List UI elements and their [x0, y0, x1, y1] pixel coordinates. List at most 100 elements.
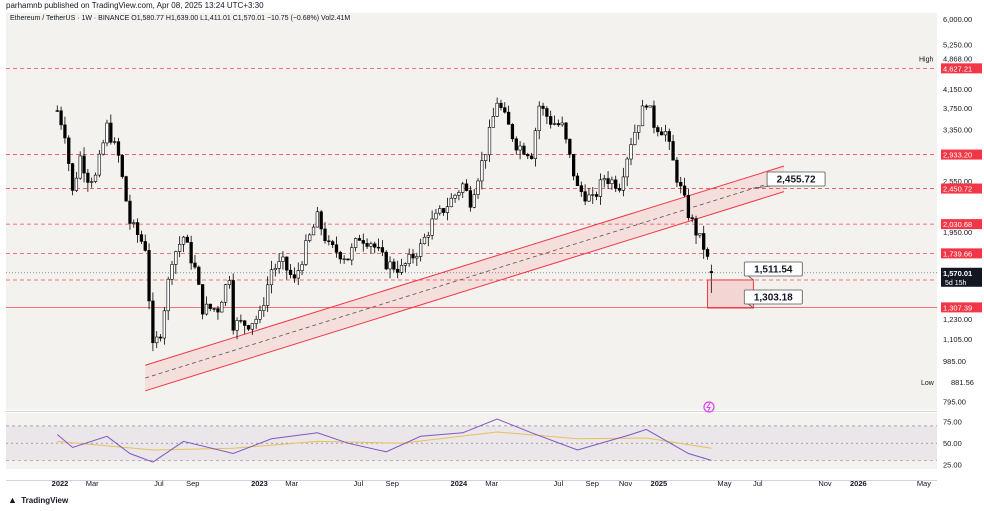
candle[interactable] [537, 105, 541, 131]
candle[interactable] [598, 179, 603, 197]
candle[interactable] [220, 301, 224, 313]
candle[interactable] [304, 240, 308, 265]
candle[interactable] [583, 191, 587, 202]
candle[interactable] [158, 336, 163, 339]
candle[interactable] [560, 122, 564, 126]
candle[interactable] [461, 183, 465, 193]
candle[interactable] [415, 256, 419, 259]
candle[interactable] [679, 182, 683, 187]
candle[interactable] [419, 243, 423, 257]
candle[interactable] [174, 251, 178, 265]
candle[interactable] [476, 180, 480, 195]
candle[interactable] [621, 176, 626, 191]
candle[interactable] [346, 258, 350, 261]
candle[interactable] [308, 234, 312, 241]
candle[interactable] [652, 105, 656, 128]
candle[interactable] [453, 194, 457, 199]
candle[interactable] [331, 241, 335, 246]
candle[interactable] [407, 253, 411, 264]
candle[interactable] [143, 241, 147, 251]
candle[interactable] [426, 235, 430, 238]
candle[interactable] [384, 251, 388, 270]
candle[interactable] [552, 123, 557, 125]
candle[interactable] [472, 194, 476, 208]
callout-label[interactable]: 1,303.18 [754, 293, 793, 304]
candle[interactable] [533, 130, 538, 159]
candle[interactable] [545, 108, 549, 117]
rsi-ma-line[interactable] [57, 431, 712, 451]
candle[interactable] [514, 138, 518, 151]
candle[interactable] [273, 268, 277, 271]
candle[interactable] [334, 244, 339, 253]
candle[interactable] [193, 262, 197, 268]
candle[interactable] [705, 249, 710, 257]
candle[interactable] [204, 303, 209, 315]
candle[interactable] [594, 194, 599, 197]
candle[interactable] [254, 318, 258, 324]
candle[interactable] [212, 308, 216, 310]
candle[interactable] [67, 137, 71, 164]
candle[interactable] [499, 102, 503, 108]
candle[interactable] [644, 105, 648, 108]
candle[interactable] [135, 222, 140, 235]
candle[interactable] [151, 300, 155, 344]
candle[interactable] [411, 253, 415, 259]
candle[interactable] [82, 155, 86, 174]
candle[interactable] [90, 181, 94, 183]
candle[interactable] [132, 222, 136, 224]
candle[interactable] [266, 284, 270, 306]
candle[interactable] [109, 122, 113, 143]
candle[interactable] [323, 228, 327, 242]
candle[interactable] [709, 271, 713, 274]
candle[interactable] [315, 211, 320, 228]
price-pane[interactable] [6, 13, 937, 410]
candle[interactable] [422, 236, 427, 245]
candle[interactable] [227, 280, 232, 285]
rsi-pane[interactable] [6, 413, 937, 469]
candle[interactable] [568, 138, 572, 155]
candle[interactable] [487, 127, 492, 156]
candle[interactable] [78, 155, 82, 179]
candle[interactable] [300, 264, 304, 271]
candle[interactable] [113, 141, 117, 143]
candle[interactable] [464, 183, 469, 191]
candle[interactable] [667, 131, 671, 142]
candle[interactable] [200, 284, 205, 315]
candle[interactable] [380, 247, 385, 253]
candle[interactable] [342, 258, 346, 260]
candle[interactable] [503, 107, 507, 113]
candle[interactable] [591, 194, 595, 196]
candle[interactable] [510, 124, 515, 140]
callout-box[interactable] [743, 261, 803, 277]
candle[interactable] [403, 263, 407, 266]
tradingview-logo[interactable]: ▲ TradingView [8, 495, 68, 505]
candle[interactable] [529, 155, 534, 159]
candle[interactable] [698, 233, 702, 236]
candle[interactable] [55, 110, 59, 112]
candle[interactable] [281, 256, 285, 262]
candle[interactable] [663, 131, 668, 136]
candle[interactable] [690, 217, 694, 219]
candle[interactable] [269, 269, 274, 286]
candle[interactable] [181, 236, 186, 245]
candle[interactable] [376, 246, 381, 249]
candle[interactable] [235, 320, 239, 331]
candle[interactable] [223, 284, 228, 303]
candle[interactable] [365, 243, 369, 247]
channel-upper-line[interactable] [145, 165, 785, 366]
candle[interactable] [246, 325, 251, 330]
candle[interactable] [518, 145, 522, 151]
candle[interactable] [671, 141, 675, 161]
candle[interactable] [277, 261, 281, 269]
candle[interactable] [633, 132, 637, 145]
candle[interactable] [575, 175, 580, 186]
candle[interactable] [357, 238, 362, 241]
candle[interactable] [614, 179, 618, 189]
candle[interactable] [579, 185, 583, 192]
candle[interactable] [457, 192, 461, 196]
candle[interactable] [388, 261, 392, 270]
candle[interactable] [327, 240, 331, 242]
candle[interactable] [468, 190, 473, 208]
candle[interactable] [396, 268, 400, 273]
